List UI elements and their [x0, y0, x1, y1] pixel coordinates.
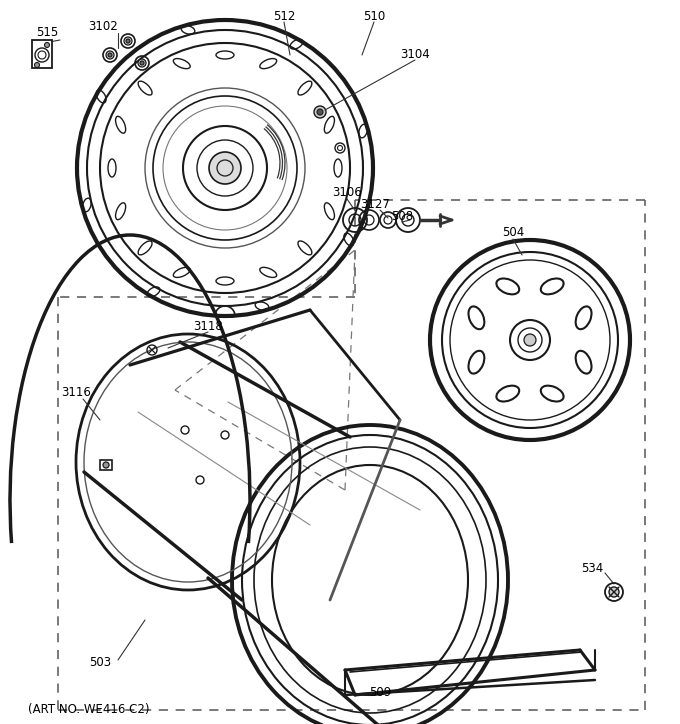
Circle shape: [609, 587, 619, 597]
Text: 3106: 3106: [332, 187, 362, 200]
Text: 3127: 3127: [360, 198, 390, 211]
Text: 504: 504: [502, 227, 524, 240]
Circle shape: [108, 53, 112, 57]
FancyBboxPatch shape: [32, 40, 52, 68]
Circle shape: [35, 62, 39, 67]
Circle shape: [44, 43, 50, 48]
Text: 512: 512: [273, 11, 295, 23]
Circle shape: [314, 106, 326, 118]
Circle shape: [524, 334, 536, 346]
FancyBboxPatch shape: [100, 460, 112, 470]
Text: 510: 510: [363, 11, 385, 23]
Text: 3116: 3116: [61, 387, 91, 400]
Text: (ART NO. WE416 C2): (ART NO. WE416 C2): [28, 704, 150, 717]
Circle shape: [103, 462, 109, 468]
Circle shape: [140, 61, 144, 65]
Circle shape: [106, 51, 114, 59]
Circle shape: [124, 37, 132, 45]
Text: 508: 508: [391, 211, 413, 224]
Text: 3102: 3102: [88, 20, 118, 33]
Text: 3118: 3118: [193, 319, 223, 332]
Text: 515: 515: [36, 27, 58, 40]
Circle shape: [126, 39, 130, 43]
Circle shape: [138, 59, 146, 67]
Text: 3104: 3104: [400, 48, 430, 61]
Text: 509: 509: [369, 686, 391, 699]
Text: 503: 503: [89, 657, 111, 670]
Circle shape: [209, 152, 241, 184]
Text: 534: 534: [581, 562, 603, 575]
Circle shape: [317, 109, 323, 115]
